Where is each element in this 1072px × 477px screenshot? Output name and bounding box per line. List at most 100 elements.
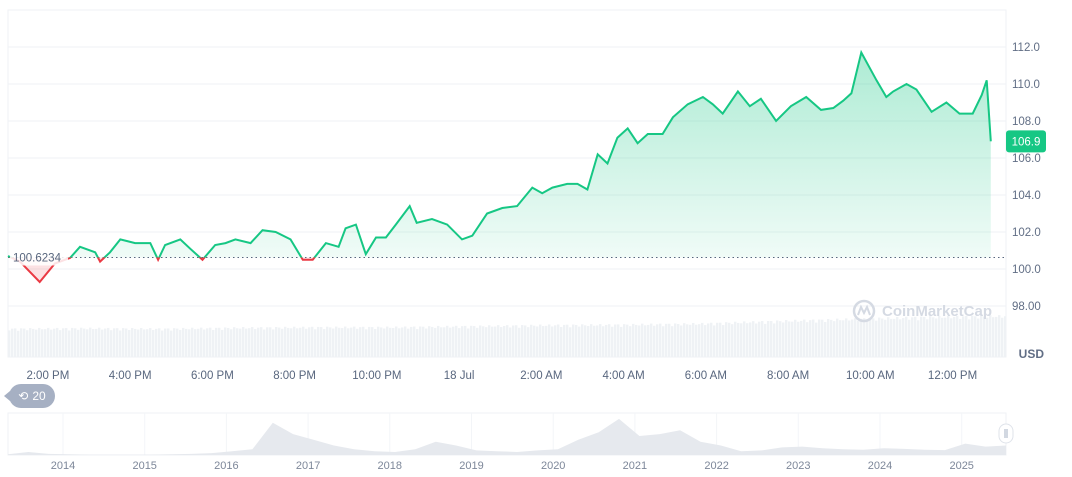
volume-bar	[191, 327, 194, 357]
volume-bar	[788, 321, 791, 357]
volume-bar	[80, 327, 83, 357]
volume-bar	[983, 316, 986, 357]
volume-bar	[749, 322, 752, 357]
volume-bar	[14, 328, 17, 357]
volume-bar	[470, 325, 473, 357]
volume-bar	[500, 327, 503, 357]
volume-bar	[731, 324, 734, 357]
volume-bar	[347, 328, 350, 357]
volume-bar	[953, 316, 956, 357]
x-tick-label: 12:00 PM	[928, 370, 977, 382]
x-tick-label: 18 Jul	[444, 370, 475, 382]
volume-bar	[359, 327, 362, 357]
volume-bar	[635, 324, 638, 357]
y-axis: 112.0 110.0 108.0 106.0 104.0 102.0 100.0 98.00	[1012, 42, 1041, 313]
volume-bar	[182, 327, 185, 357]
volume-bar	[227, 327, 230, 357]
volume-bar	[932, 317, 935, 357]
x-tick-label: 2:00 AM	[520, 370, 562, 382]
y-tick-label: 98.00	[1012, 301, 1041, 313]
volume-bar	[275, 327, 278, 357]
volume-bar	[230, 329, 233, 357]
navigator-year-label: 2024	[868, 460, 892, 472]
navigator-year-label: 2014	[51, 460, 75, 472]
volume-bar	[902, 318, 905, 357]
volume-bar	[863, 318, 866, 357]
volume-bar	[41, 329, 44, 357]
volume-bar	[56, 327, 59, 357]
volume-bar	[173, 328, 176, 357]
volume-bar	[569, 327, 572, 357]
volume-bar	[143, 329, 146, 357]
volume-bar	[665, 323, 668, 357]
volume-bar	[362, 326, 365, 357]
volume-bar	[923, 317, 926, 357]
volume-bar	[992, 317, 995, 357]
volume-bar	[494, 326, 497, 357]
x-tick-label: 6:00 AM	[685, 370, 727, 382]
navigator-year-label: 2016	[214, 460, 238, 472]
volume-bar	[113, 328, 116, 357]
volume-bar	[338, 327, 341, 357]
navigator-area	[8, 418, 1006, 455]
volume-bar	[368, 326, 371, 357]
x-tick-label: 10:00 AM	[846, 370, 895, 382]
volume-bar	[11, 328, 14, 357]
volume-bar	[44, 329, 47, 357]
volume-bar	[785, 320, 788, 357]
svg-text:CoinMarketCap: CoinMarketCap	[882, 303, 992, 320]
volume-bar	[929, 316, 932, 357]
volume-bar	[737, 322, 740, 357]
volume-bar	[317, 326, 320, 357]
price-line-up	[7, 49, 992, 258]
volume-bar	[386, 326, 389, 357]
volume-bar	[644, 325, 647, 357]
volume-bar	[920, 316, 923, 357]
volume-bar	[344, 326, 347, 357]
navigator-handle[interactable]	[998, 423, 1014, 444]
volume-bar	[263, 329, 266, 357]
volume-bar	[257, 327, 260, 357]
volume-bar	[29, 328, 32, 357]
volume-bar	[116, 328, 119, 357]
volume-bar	[668, 323, 671, 357]
volume-bar	[959, 318, 962, 357]
volume-bar	[767, 321, 770, 357]
volume-bar	[728, 322, 731, 357]
volume-bar	[104, 328, 107, 357]
volume-bar	[956, 315, 959, 357]
volume-bar	[200, 327, 203, 357]
volume-bar	[599, 324, 602, 357]
volume-bar	[779, 321, 782, 357]
volume-bar	[206, 328, 209, 357]
volume-bar	[170, 330, 173, 357]
navigator[interactable]: 2014 2015 2016 2017 2018 2019 2020 2021 2022 2023…	[7, 412, 1014, 472]
volume-bar	[110, 330, 113, 357]
y-tick-label: 100.0	[1012, 264, 1041, 276]
volume-bar	[404, 326, 407, 357]
volume-bar	[374, 329, 377, 357]
volume-bar	[869, 318, 872, 357]
volume-bar	[503, 325, 506, 357]
volume-bar	[713, 325, 716, 357]
volume-bar	[968, 319, 971, 357]
volume-bar	[722, 325, 725, 357]
volume-bar	[407, 328, 410, 357]
volume-bar	[872, 318, 875, 357]
volume-bar	[950, 318, 953, 357]
volume-bar	[998, 315, 1001, 357]
volume-bar	[128, 330, 131, 357]
volume-bar	[941, 317, 944, 357]
volume-bar	[518, 327, 521, 357]
volume-bar	[671, 326, 674, 357]
volume-bar	[1001, 317, 1004, 357]
volume-bar	[839, 320, 842, 357]
events-badge[interactable]: ⟲ 20	[4, 384, 55, 408]
volume-bar	[830, 319, 833, 357]
volume-bar	[458, 328, 461, 357]
svg-text:106.9: 106.9	[1012, 136, 1041, 148]
volume-bar	[833, 321, 836, 357]
volume-bar	[305, 328, 308, 357]
x-tick-label: 2:00 PM	[26, 370, 69, 382]
